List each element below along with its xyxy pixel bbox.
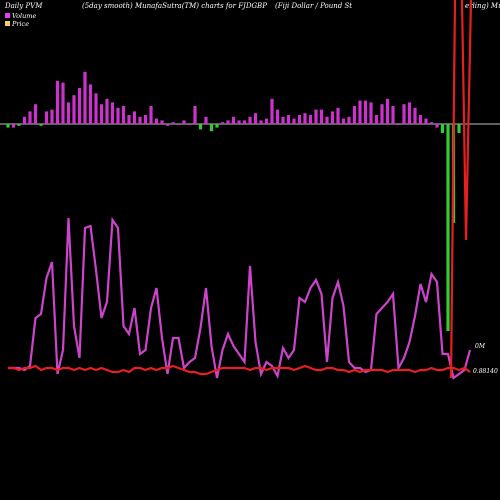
volume-bar bbox=[440, 124, 445, 133]
volume-bar bbox=[220, 122, 225, 124]
volume-bar bbox=[330, 111, 335, 124]
volume-bar bbox=[457, 124, 461, 133]
volume-bar bbox=[231, 116, 236, 124]
price-spike bbox=[449, 0, 473, 379]
volume-bar bbox=[226, 120, 230, 124]
volume-bar bbox=[275, 109, 280, 124]
volume-bar bbox=[160, 120, 164, 124]
volume-bar bbox=[358, 100, 362, 124]
volume-bar bbox=[55, 80, 60, 124]
legend-price-swatch bbox=[5, 21, 10, 26]
volume-bar bbox=[407, 102, 412, 124]
header-pair: (Fiji Dollar / Pound St bbox=[275, 2, 352, 10]
volume-bar bbox=[352, 106, 357, 124]
volume-bar bbox=[105, 98, 109, 124]
volume-bar bbox=[385, 98, 390, 124]
volume-bar bbox=[121, 106, 126, 124]
volume-bar bbox=[198, 124, 203, 130]
volume-bar bbox=[308, 115, 313, 124]
volume-bar bbox=[380, 104, 384, 124]
volume-bar bbox=[110, 102, 115, 124]
volume-bar bbox=[418, 115, 423, 124]
volume-bar bbox=[259, 120, 263, 124]
volume-bar bbox=[292, 118, 296, 124]
volume-bar bbox=[341, 118, 346, 124]
volume-bar bbox=[72, 95, 76, 124]
price-line bbox=[8, 364, 471, 376]
volume-bar bbox=[363, 100, 368, 124]
volume-bar bbox=[127, 115, 131, 124]
volume-bar bbox=[132, 111, 137, 124]
volume-bar bbox=[209, 124, 214, 132]
volume-bar bbox=[253, 113, 258, 124]
volume-bar bbox=[187, 124, 192, 125]
volume-bar bbox=[402, 104, 406, 124]
volume-bar bbox=[44, 111, 49, 124]
volume-bar bbox=[248, 116, 252, 124]
volume-bar bbox=[286, 115, 291, 124]
volume-bar bbox=[237, 120, 241, 124]
header-left: Daily PVM bbox=[4, 2, 43, 10]
volume-bar bbox=[319, 109, 324, 124]
volume-bar bbox=[94, 93, 98, 124]
volume-bars bbox=[6, 71, 461, 331]
volume-bar bbox=[116, 107, 120, 124]
volume-bar bbox=[413, 107, 417, 124]
volume-bar bbox=[264, 118, 269, 124]
axis-price-label: 0.88140 bbox=[473, 368, 498, 375]
volume-bar bbox=[22, 116, 27, 124]
volume-bar bbox=[171, 122, 175, 124]
volume-bar bbox=[6, 124, 10, 128]
volume-bar bbox=[149, 106, 153, 124]
volume-line bbox=[8, 216, 472, 380]
volume-bar bbox=[242, 120, 247, 124]
volume-bar bbox=[138, 116, 142, 124]
volume-bar bbox=[325, 116, 329, 124]
volume-bar bbox=[374, 115, 379, 124]
volume-bar bbox=[446, 124, 450, 331]
volume-bar bbox=[17, 124, 21, 126]
legend-volume-swatch bbox=[5, 13, 10, 18]
volume-bar bbox=[11, 124, 16, 128]
legend-price-label: Price bbox=[11, 20, 29, 28]
volume-bar bbox=[143, 115, 148, 124]
volume-bar bbox=[50, 109, 54, 124]
volume-bar bbox=[99, 104, 104, 124]
volume-bar bbox=[435, 124, 439, 128]
volume-bar bbox=[297, 115, 302, 124]
volume-bar bbox=[369, 102, 373, 124]
volume-bar bbox=[281, 116, 285, 124]
volume-bar bbox=[182, 120, 186, 124]
volume-bar bbox=[215, 124, 219, 128]
volume-bar bbox=[314, 109, 318, 124]
volume-bar bbox=[396, 124, 401, 125]
volume-bar bbox=[33, 104, 38, 124]
volume-bar bbox=[204, 116, 208, 124]
header-edge: erling) Mu bbox=[465, 2, 500, 10]
volume-bar bbox=[28, 111, 32, 124]
header-title: (5day smooth) MunafaSutra(TM) charts for… bbox=[82, 2, 267, 10]
volume-bar bbox=[270, 98, 274, 124]
volume-bar bbox=[347, 116, 351, 124]
volume-bar bbox=[88, 84, 93, 124]
volume-bar bbox=[336, 107, 340, 124]
volume-bar bbox=[176, 124, 181, 125]
volume-bar bbox=[303, 113, 307, 124]
axis-volume-zero-label: 0M bbox=[475, 343, 486, 350]
volume-bar bbox=[165, 124, 170, 126]
volume-bar bbox=[39, 124, 43, 126]
volume-bar bbox=[429, 122, 434, 124]
volume-bar bbox=[83, 71, 87, 124]
volume-bar bbox=[77, 88, 82, 124]
volume-bar bbox=[66, 102, 71, 124]
volume-bar bbox=[61, 82, 65, 124]
volume-bar bbox=[391, 106, 395, 124]
volume-bar bbox=[154, 118, 159, 124]
legend-volume-label: Volume bbox=[12, 12, 36, 20]
volume-bar bbox=[193, 106, 197, 124]
volume-bar bbox=[424, 118, 428, 124]
